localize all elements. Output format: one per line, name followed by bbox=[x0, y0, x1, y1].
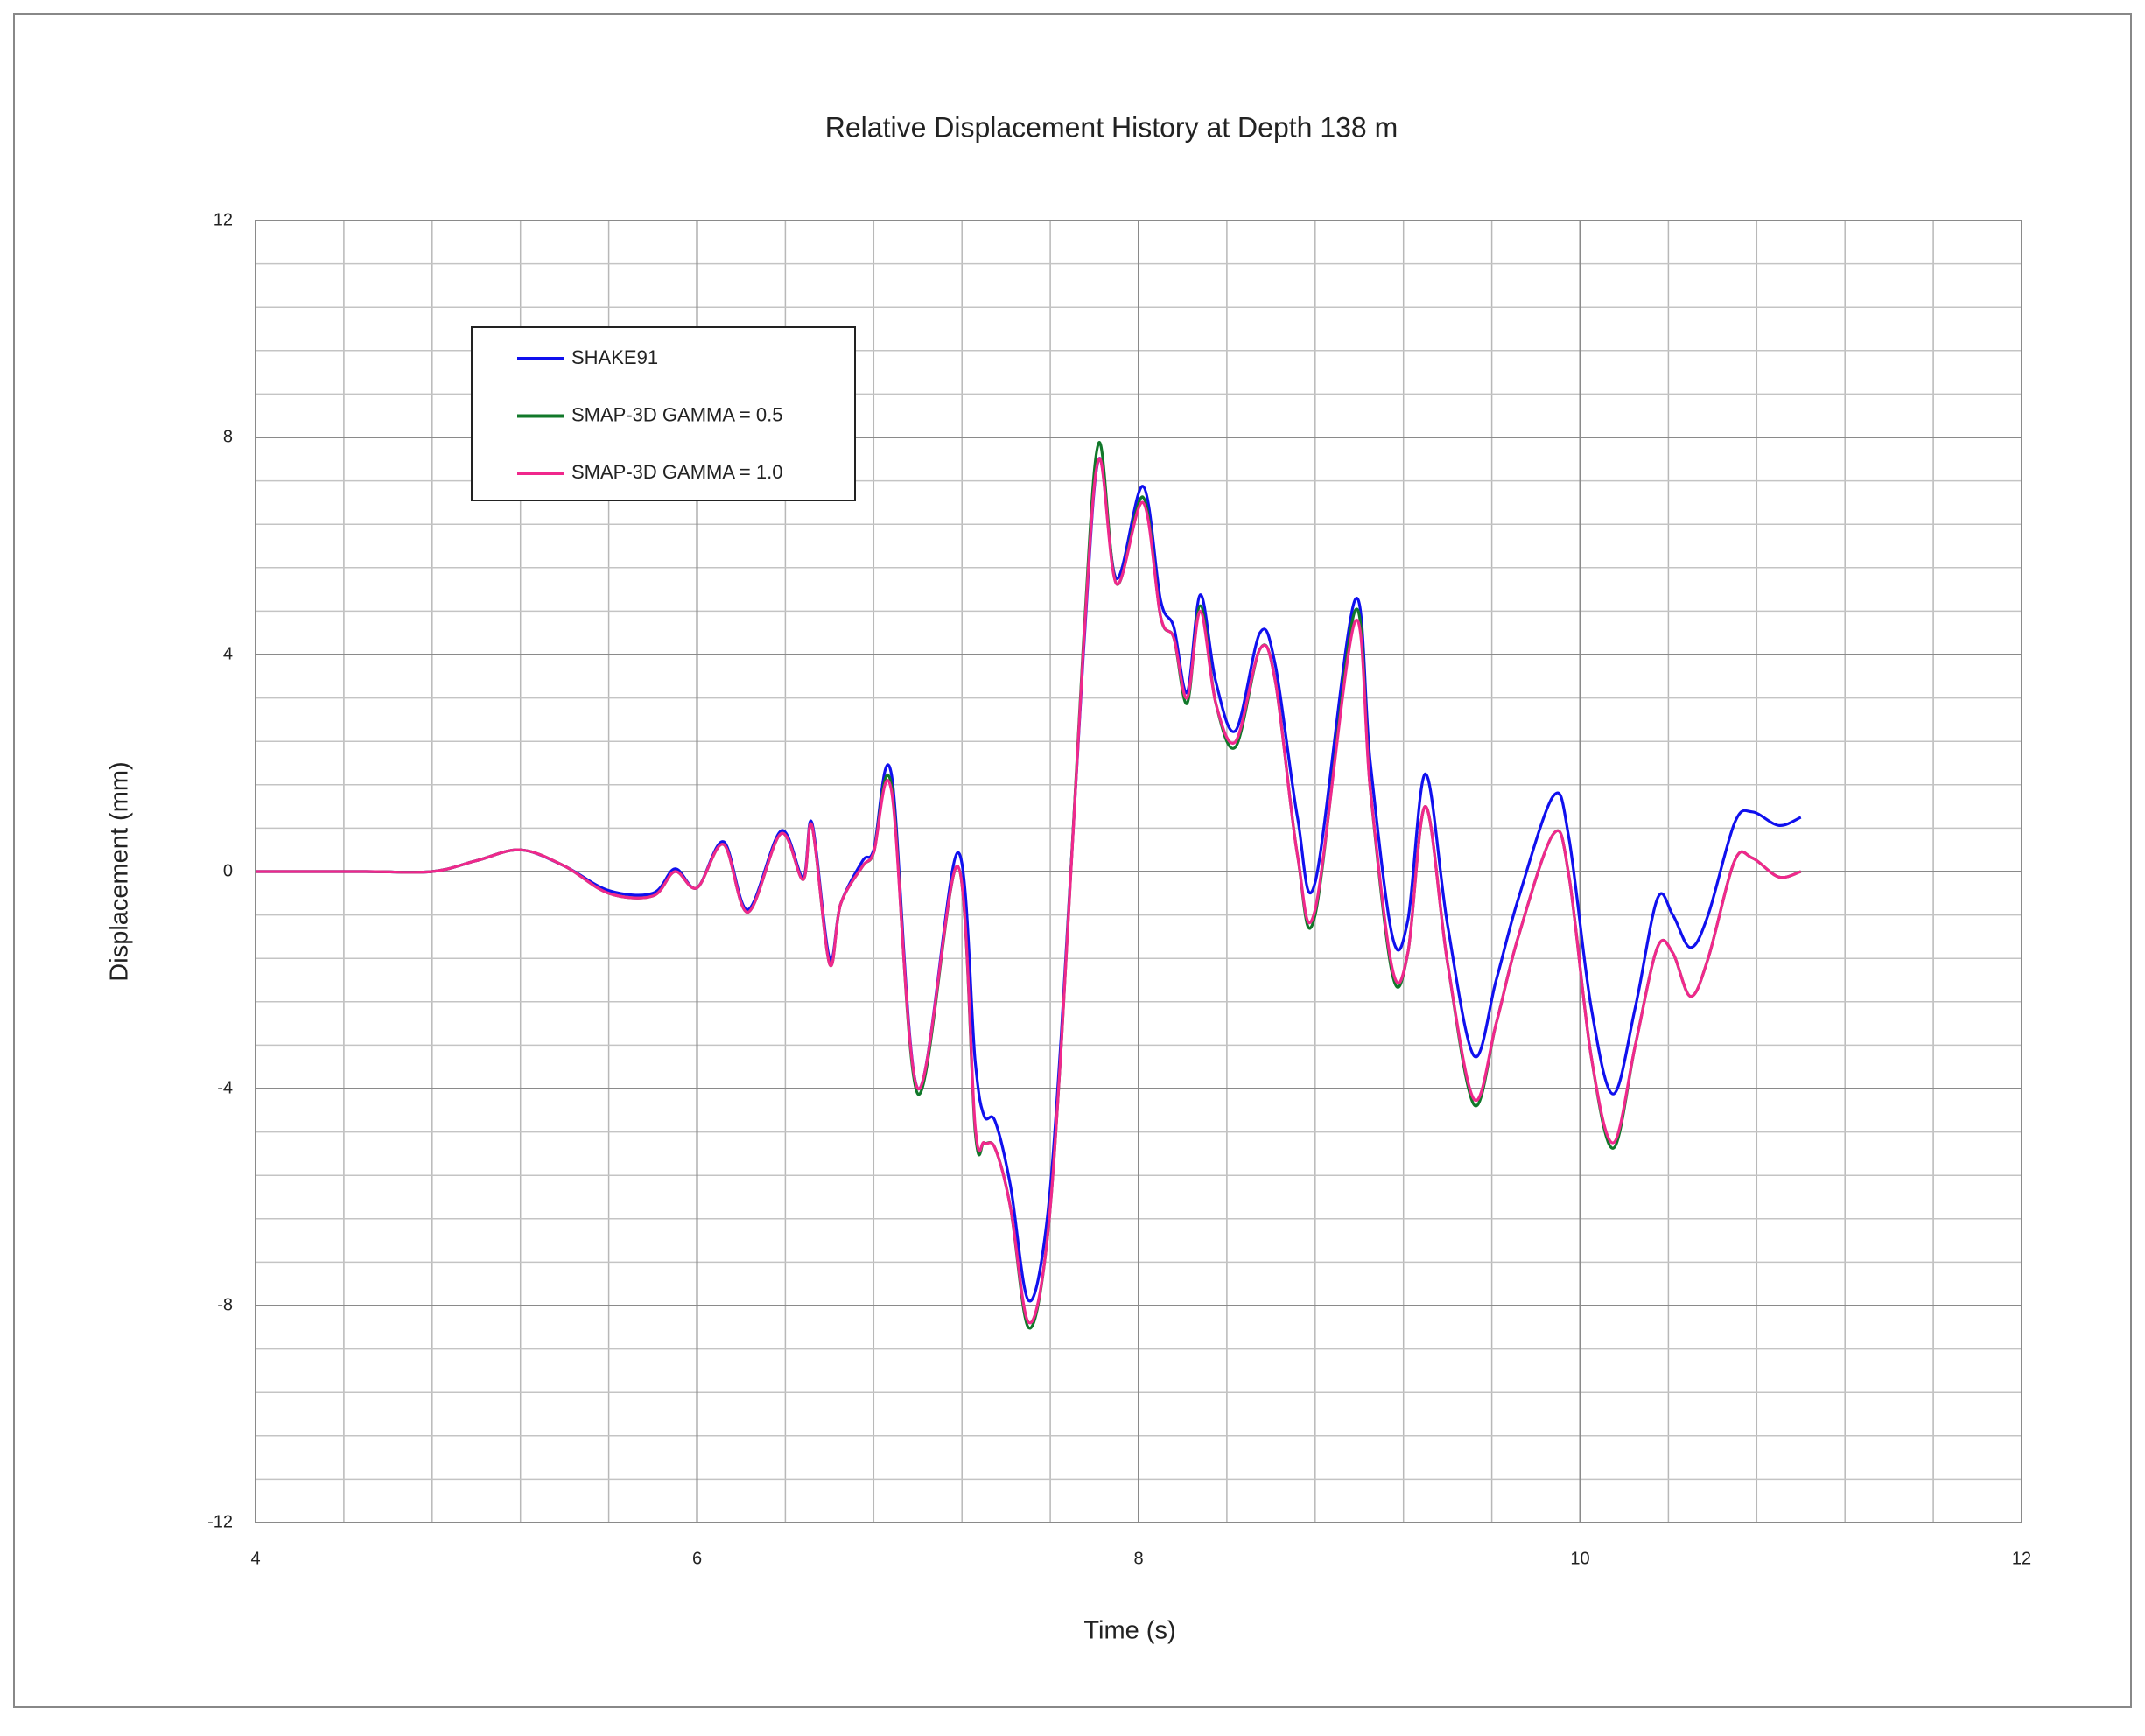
x-tick-label: 8 bbox=[1133, 1549, 1143, 1568]
y-tick-label: -4 bbox=[217, 1078, 233, 1097]
legend-label: SMAP-3D GAMMA = 0.5 bbox=[571, 403, 782, 425]
labels: 4 6 8 10 12 -12 -8 -4 0 4 8 12 bbox=[207, 210, 2031, 1568]
y-tick-label: 12 bbox=[214, 210, 233, 229]
legend-label: SHAKE91 bbox=[571, 346, 658, 368]
y-tick-label: -8 bbox=[217, 1295, 233, 1314]
chart-title: Relative Displacement History at Depth 1… bbox=[825, 111, 1398, 143]
series-line bbox=[256, 457, 1802, 1325]
x-tick-label: 6 bbox=[692, 1549, 702, 1568]
y-tick-label: 0 bbox=[223, 861, 233, 880]
x-tick-label: 12 bbox=[2012, 1549, 2031, 1568]
x-tick-label: 10 bbox=[1570, 1549, 1589, 1568]
y-axis-label: Displacement (mm) bbox=[106, 761, 134, 981]
y-tick-label: 8 bbox=[223, 427, 233, 446]
y-tick-label: 4 bbox=[223, 644, 233, 663]
y-tick-label: -12 bbox=[207, 1512, 233, 1531]
grid bbox=[255, 220, 2022, 1523]
x-axis-label: Time (s) bbox=[1083, 1617, 1175, 1645]
lines bbox=[256, 441, 1802, 1330]
legend-label: SMAP-3D GAMMA = 1.0 bbox=[571, 461, 782, 483]
legend: SHAKE91 SMAP-3D GAMMA = 0.5 SMAP-3D GAMMA … bbox=[471, 326, 856, 501]
plot-border bbox=[255, 220, 2022, 1523]
series-line bbox=[256, 457, 1802, 1303]
x-tick-label: 4 bbox=[250, 1549, 260, 1568]
